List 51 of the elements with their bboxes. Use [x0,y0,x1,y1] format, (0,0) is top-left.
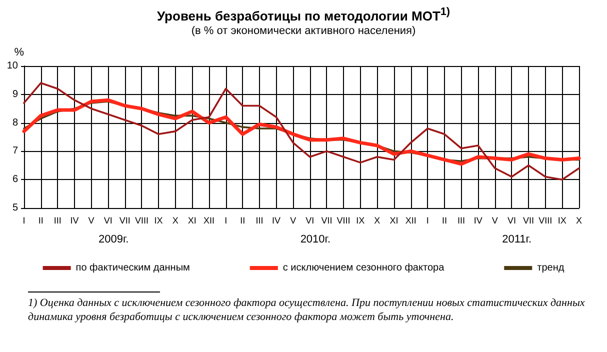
x-tick-label: III [256,216,264,226]
y-tick-label: 7 [12,146,18,157]
x-tick-label: II [38,216,44,226]
x-tick-label: XII [203,216,215,226]
x-tick-label: VI [507,216,516,226]
chart-subtitle: (в % от экономически активного населения) [190,24,417,38]
x-tick-label: VIII [538,216,552,226]
x-tick-label: VIII [336,216,350,226]
text: 2009г. [98,234,129,246]
y-tick-label: 6 [12,174,18,186]
legend-label: по фактическим данным [76,262,190,274]
y-axis-title: % [14,46,24,58]
legend-label: с исключением сезонного фактора [282,262,445,274]
text: 2011г. [502,234,532,246]
x-tick-label: VI [306,216,314,226]
x-tick-label: VI [104,216,112,226]
chart-title: Уровень безработицы по методологии МОТ$^{1)}$ [156,5,452,24]
text: 2010г. [300,234,331,246]
y-tick-label: 5 [12,202,18,214]
x-tick-label: IV [70,216,79,226]
x-tick-label: V [88,216,94,226]
x-tick-label: VII [321,216,332,226]
legend-label: тренд [537,262,564,274]
x-tick-label: VII [523,216,534,226]
text: 1) Оценка данных с исключением сезонного фактора осуществлена. При поступлении новых статистических данных динамика уровня безработицы с исключением сезонного фактора может быть уточнена. [28,296,586,324]
x-tick-label: I [22,216,26,226]
x-tick-label: VIII [134,216,148,226]
x-tick-label: IX [154,216,163,226]
x-tick-label: V [290,216,296,226]
x-tick-label: IX [558,216,566,226]
x-tick-label: X [576,216,582,226]
x-tick-label: I [224,216,228,226]
x-tick-label: I [426,216,429,226]
x-tick-label: IX [356,216,365,226]
x-tick-label: IV [272,216,281,226]
x-tick-label: XI [188,216,196,226]
x-tick-label: X [374,216,380,226]
x-tick-label: XI [390,216,398,226]
x-tick-label: II [240,216,246,226]
y-tick-label: 9 [12,88,18,100]
x-tick-label: XII [405,216,416,226]
line-series [23,82,580,180]
x-tick-label: V [492,216,498,226]
y-tick-label: 8 [12,117,18,128]
x-tick-label: II [442,216,447,226]
x-tick-label: IV [474,216,482,226]
y-tick-label: 10 [6,60,18,72]
x-tick-label: X [172,216,178,226]
x-tick-label: III [458,216,466,226]
x-tick-label: VII [119,216,130,226]
x-tick-label: III [54,216,62,226]
